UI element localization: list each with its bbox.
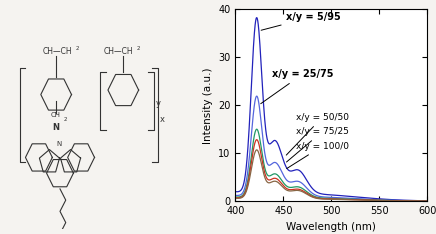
- Text: x/y = 75/25: x/y = 75/25: [286, 127, 349, 162]
- Y-axis label: Intensity (a.u.): Intensity (a.u.): [203, 67, 213, 143]
- Text: y: y: [156, 99, 161, 108]
- Text: CH—CH: CH—CH: [43, 47, 72, 56]
- Text: 2: 2: [137, 46, 140, 51]
- Text: N: N: [52, 124, 59, 132]
- Text: x/y = 5/95: x/y = 5/95: [261, 11, 341, 30]
- X-axis label: Wavelength (nm): Wavelength (nm): [286, 222, 376, 232]
- Text: x/y = 100/0: x/y = 100/0: [287, 142, 349, 168]
- Text: N: N: [56, 141, 61, 147]
- Text: 2: 2: [75, 46, 79, 51]
- Text: CH—CH: CH—CH: [104, 47, 134, 56]
- Text: 2: 2: [64, 117, 67, 122]
- Text: x: x: [160, 115, 165, 124]
- Text: x/y = 25/75: x/y = 25/75: [261, 69, 334, 104]
- Text: CH: CH: [51, 112, 61, 118]
- Text: x/y = 50/50: x/y = 50/50: [286, 113, 349, 155]
